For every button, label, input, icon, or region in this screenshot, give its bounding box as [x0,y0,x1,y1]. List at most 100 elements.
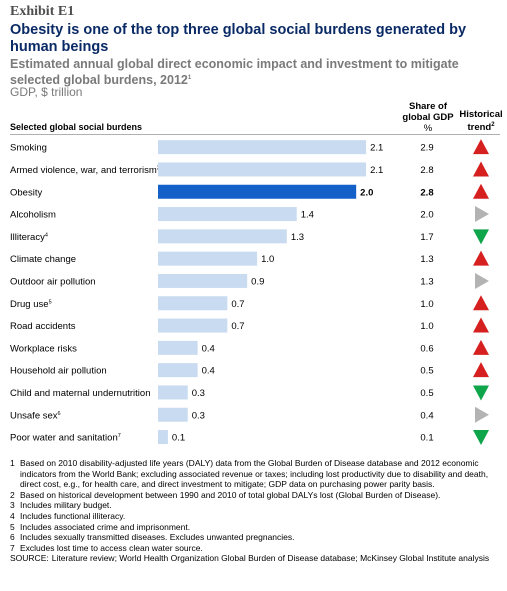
trend-up-icon [473,161,489,177]
category-label: Armed violence, war, and terrorism3 [10,165,160,176]
chart-title: Obesity is one of the top three global s… [10,22,467,55]
bar-value-label: 0.4 [202,343,215,354]
footnote-4: 4 Includes functional illiteracy. [10,511,500,522]
footnote-2: 2 Based on historical development between… [10,490,500,501]
footnote-number: 5 [10,521,15,532]
category-label-text: Outdoor air pollution [10,276,96,287]
footnote-text: Includes military budget. [20,500,112,511]
category-label: Alcoholism [10,210,56,221]
bar-unsafe-sex [158,407,188,422]
subtitle-text: Estimated annual global direct economic … [10,57,459,88]
trend-up-icon [473,250,489,266]
bar-value-label: 0.3 [192,410,205,421]
bar-household-air-pollution [158,363,198,378]
bar-workplace-risks [158,340,198,355]
source-note: SOURCE: Literature review; World Health … [10,553,500,564]
subtitle-footnote-marker: 1 [187,75,192,81]
category-label-text: Road accidents [10,321,76,332]
trend-down-icon [473,430,489,446]
bar-obesity [158,184,357,199]
bar-value-label: 2.1 [370,143,383,154]
trend-flat-icon [475,272,489,289]
bar-poor-water-and-sanitation [158,430,168,445]
trend-header-text: Historical trend [459,109,503,134]
trend-up-icon [473,362,489,378]
footnotes: 1 Based on 2010 disability-adjusted life … [10,458,500,564]
category-label: Obesity [10,187,42,198]
footnote-number: 1 [10,458,15,468]
bar-value-label: 0.7 [231,321,244,332]
share-value: 2.9 [420,143,433,154]
footnote-list: 1 Based on 2010 disability-adjusted life … [10,458,500,553]
category-label: Household air pollution [10,366,107,377]
category-label: Workplace risks [10,343,77,354]
trend-up-icon [473,317,489,333]
exhibit-label: Exhibit E1 [10,4,75,19]
bar-value-label: 0.3 [192,388,205,399]
bar-value-label: 0.7 [231,299,244,310]
share-unit-text: % [423,123,433,134]
footnote-number: 3 [10,500,15,511]
category-label: Outdoor air pollution [10,276,96,287]
footnote-6: 6 Includes sexually transmitted diseases.… [10,532,500,543]
trend-up-icon [473,183,489,199]
bar-value-label: 1.4 [301,210,314,221]
trend-flat-icon [475,206,489,223]
trend-column-header: Historical trend2 [456,109,506,133]
trend-footnote-marker: 2 [491,122,495,128]
category-label-text: Unsafe sex [10,410,58,421]
trend-up-icon [473,339,489,355]
bar-armed-violence-war-and-terrorism [158,162,367,177]
share-value: 0.1 [420,433,433,444]
share-value: 1.3 [420,254,433,265]
bar-value-label: 2.1 [370,165,383,176]
category-footnote-marker: 7 [118,433,121,439]
trend-up-icon [473,295,489,311]
category-label: Drug use5 [10,299,52,310]
source-text: Literature review; World Health Organiza… [51,553,490,564]
footnote-text: Includes associated crime and imprisonme… [20,521,191,532]
share-value: 2.0 [420,210,433,221]
footnote-text: Excludes lost time to access clean water… [20,542,203,553]
category-header: Selected global social burdens [10,122,143,132]
category-label: Child and maternal undernutrition [10,388,150,399]
category-footnote-marker: 5 [49,299,52,305]
trend-up-icon [473,139,489,155]
bar-value-label: 0.9 [251,276,264,287]
bar-value-label: 2.0 [360,187,373,198]
footnote-1: 1 Based on 2010 disability-adjusted life … [10,458,500,490]
category-label-text: Smoking [10,143,47,154]
category-footnote-marker: 4 [45,232,48,238]
category-label: Smoking [10,143,47,154]
category-label-text: Child and maternal undernutrition [10,388,150,399]
bar-outdoor-air-pollution [158,273,248,288]
share-value: 0.5 [420,388,433,399]
footnote-number: 7 [10,542,15,553]
category-label: Illiteracy4 [10,232,48,243]
footnote-number: 2 [10,489,15,500]
bar-chart: Smoking 2.1 2.9 Armed violence, war, and te… [10,139,489,446]
category-label-text: Alcoholism [10,210,56,221]
share-value: 0.6 [420,343,433,354]
share-value: 1.0 [420,299,433,310]
footnote-number: 4 [10,510,15,521]
footnote-number: 6 [10,532,15,543]
share-value: 1.7 [420,232,433,243]
unit-label: GDP, $ trillion [10,85,83,99]
footnote-5: 5 Includes associated crime and imprisonm… [10,522,500,533]
bar-road-accidents [158,318,228,333]
bar-smoking [158,140,367,155]
footnote-7: 7 Excludes lost time to access clean wate… [10,543,500,554]
trend-flat-icon [475,406,489,423]
footnote-text: Includes sexually transmitted diseases. … [20,532,295,543]
share-value: 2.8 [420,165,433,176]
share-header-text: Share of global GDP [402,101,454,123]
share-value: 0.5 [420,366,433,377]
category-label-text: Household air pollution [10,366,107,377]
bar-climate-change [158,251,258,266]
category-label: Unsafe sex6 [10,410,61,421]
category-label-text: Drug use [10,299,49,310]
category-label-text: Climate change [10,254,76,265]
footnote-3: 3 Includes military budget. [10,500,500,511]
footnote-text: Includes functional illiteracy. [20,510,126,521]
